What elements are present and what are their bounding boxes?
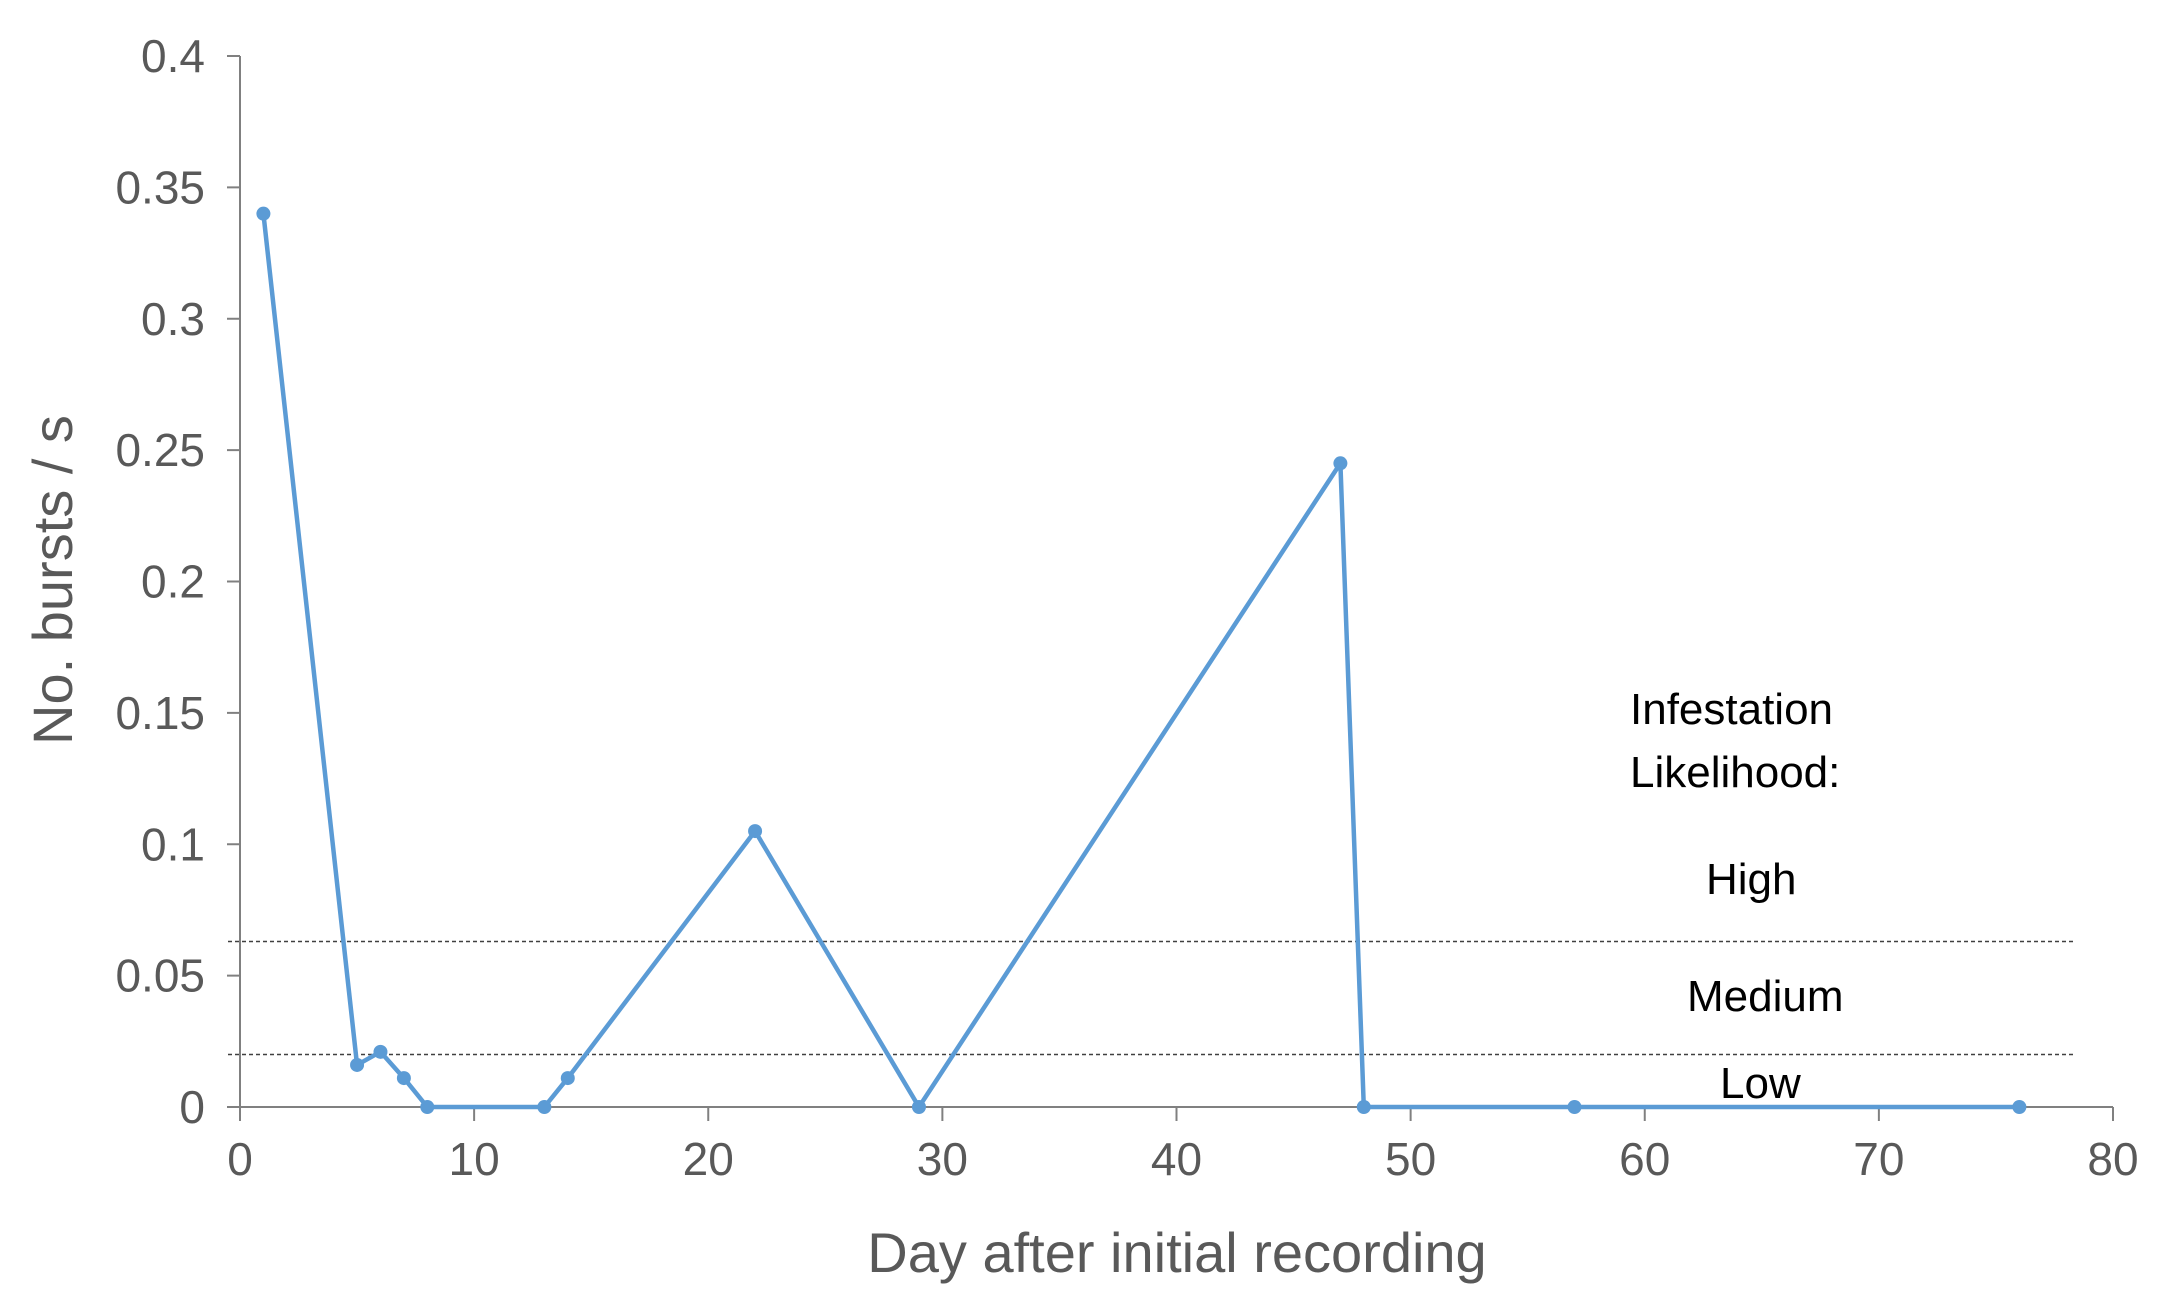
x-tick-label: 80 bbox=[2087, 1133, 2138, 1185]
data-point bbox=[420, 1100, 435, 1114]
series-layer bbox=[256, 206, 2027, 1114]
data-point bbox=[2012, 1100, 2027, 1114]
data-point bbox=[1333, 456, 1348, 471]
y-tick-label: 0.15 bbox=[115, 687, 205, 739]
annotation-high: High bbox=[1706, 855, 1797, 904]
y-tick-label: 0.1 bbox=[141, 818, 205, 870]
data-point bbox=[373, 1044, 388, 1059]
x-tick-label: 40 bbox=[1151, 1133, 1202, 1185]
data-point bbox=[537, 1100, 552, 1114]
axes: 0 0.05 0.1 0.15 0.2 0.25 0.3 0.35 0.4 0 10 20 30 40 50… bbox=[115, 30, 2138, 1185]
x-axis-title: Day after initial recording bbox=[867, 1221, 1486, 1284]
annotation-title-line2: Likelihood: bbox=[1630, 748, 1840, 797]
data-point bbox=[1356, 1100, 1371, 1114]
y-tick-label: 0.25 bbox=[115, 424, 205, 476]
data-point bbox=[1567, 1100, 1582, 1114]
y-axis-title: No. bursts / s bbox=[21, 415, 84, 745]
data-point bbox=[256, 206, 271, 221]
y-tick-label: 0.35 bbox=[115, 161, 205, 213]
annotation-medium: Medium bbox=[1687, 972, 1844, 1021]
annotation-low: Low bbox=[1720, 1059, 1801, 1108]
x-tick-label: 30 bbox=[917, 1133, 968, 1185]
y-tick-label: 0.3 bbox=[141, 293, 205, 345]
y-tick-label: 0.4 bbox=[141, 30, 205, 82]
data-point bbox=[350, 1057, 365, 1072]
annotation-title-line1: Infestation bbox=[1630, 685, 1833, 734]
data-point bbox=[396, 1071, 411, 1086]
y-tick-label: 0.05 bbox=[115, 950, 205, 1002]
data-point bbox=[560, 1071, 575, 1086]
annotations: Infestation Likelihood: High Medium Low bbox=[1630, 685, 1844, 1108]
y-tick-label: 0.2 bbox=[141, 556, 205, 608]
x-tick-label: 50 bbox=[1385, 1133, 1436, 1185]
data-point bbox=[911, 1100, 926, 1114]
x-tick-label: 20 bbox=[683, 1133, 734, 1185]
y-tick-label: 0 bbox=[179, 1081, 205, 1133]
x-tick-label: 0 bbox=[227, 1133, 253, 1185]
x-tick-label: 10 bbox=[449, 1133, 500, 1185]
x-tick-label: 60 bbox=[1619, 1133, 1670, 1185]
data-point bbox=[748, 824, 763, 839]
x-tick-label: 70 bbox=[1853, 1133, 1904, 1185]
